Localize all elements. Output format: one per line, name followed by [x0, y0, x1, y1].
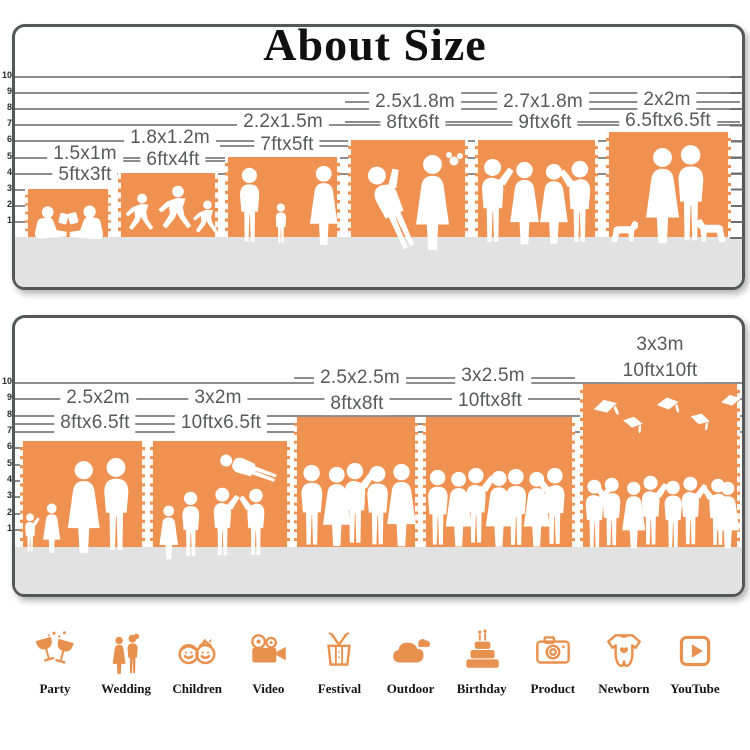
page-title: About Size	[263, 19, 487, 70]
size-label-m: 2.7x1.8m	[497, 91, 589, 113]
size-box-1-8x1-2m	[118, 173, 218, 237]
gridline	[15, 205, 29, 207]
video-icon	[251, 634, 287, 663]
gridline	[15, 221, 29, 223]
newborn-icon	[606, 634, 641, 667]
silhouette-crowd	[428, 467, 565, 547]
category-label: Children	[172, 681, 223, 696]
silhouette-friends-lifting	[159, 451, 278, 560]
size-label-ft: 8ftx6.5ft	[54, 412, 136, 434]
size-label-m: 3x2.5m	[455, 365, 531, 387]
size-label-ft: 6ftx4ft	[140, 149, 206, 171]
size-label-m: 1.5x1m	[47, 143, 123, 165]
size-label-m: 2.2x1.5m	[237, 111, 329, 133]
silhouette-couple-with-dogs	[611, 145, 726, 243]
size-label-m: 3x2m	[188, 387, 248, 409]
size-box-2-5x1-8m	[348, 140, 468, 252]
category-newborn: Newborn	[591, 628, 657, 697]
floor-strip-1	[15, 237, 742, 287]
category-label: Festival	[317, 681, 362, 696]
category-label: Wedding	[101, 681, 152, 696]
size-label-ft: 10ftx6.5ft	[174, 412, 268, 434]
size-chart-panel-1: 10 9 8 7 6 5 4 3 2 1	[2, 24, 745, 290]
silhouette-family-of-four	[25, 458, 129, 553]
size-label-m: 2.5x1.8m	[369, 91, 461, 113]
size-box-2-7x1-8m	[475, 140, 598, 245]
size-chart-panel-2: 10 9 8 7 6 5 4 3 2 1	[2, 315, 745, 597]
category-festival: Festival	[306, 628, 372, 697]
category-party: Party	[22, 628, 88, 697]
size-label-ft: 9ftx6ft	[512, 112, 578, 134]
category-row: Party Wedding Children Video	[0, 628, 750, 697]
birthday-icon	[465, 629, 499, 668]
category-video: Video	[235, 628, 301, 697]
festival-icon	[327, 632, 352, 666]
category-wedding: Wedding	[93, 628, 159, 697]
gridline	[15, 124, 742, 126]
size-box-3x2m	[150, 441, 290, 560]
floor-strip-2	[15, 547, 742, 594]
category-label: Birthday	[456, 681, 507, 696]
category-outdoor: Outdoor	[378, 628, 444, 697]
product-icon	[535, 636, 570, 664]
size-box-2x2m	[606, 132, 731, 243]
size-box-3x2-5m	[423, 417, 575, 547]
size-label-ft: 10ftx8ft	[452, 390, 528, 412]
silhouette-children-reading	[34, 205, 103, 240]
party-icon	[35, 631, 74, 664]
silhouette-kids-running	[125, 185, 218, 233]
ruler-right-ticks-1	[730, 76, 743, 239]
size-label-m: 1.8x1.2m	[124, 127, 216, 149]
size-label-ft: 8ftx8ft	[324, 393, 390, 415]
size-label-ft: 10ftx10ft	[616, 360, 704, 382]
outdoor-icon	[392, 639, 430, 663]
size-label-m: 2x2m	[637, 89, 697, 111]
size-label-ft: 5ftx3ft	[52, 164, 118, 186]
size-label-ft: 8ftx6ft	[380, 112, 446, 134]
size-label-m: 3x3m	[630, 334, 690, 356]
silhouette-graduation-crowd	[585, 392, 743, 549]
size-box-2-5x2m	[20, 441, 145, 553]
silhouette-group-standing	[301, 462, 416, 547]
youtube-icon	[679, 635, 711, 667]
category-label: YouTube	[670, 681, 720, 696]
gridline	[15, 189, 29, 191]
silhouette-wedding-couple	[363, 152, 463, 252]
size-box-1-5x1m	[25, 189, 111, 240]
category-product: Product	[520, 628, 586, 697]
size-label-ft: 7ftx5ft	[254, 134, 320, 156]
category-youtube: YouTube	[662, 628, 728, 697]
size-box-3x3m	[580, 384, 743, 549]
size-label-ft: 6.5ftx6.5ft	[619, 110, 717, 132]
category-label: Party	[39, 681, 71, 696]
silhouette-family-walking	[240, 165, 338, 245]
gridline	[15, 415, 742, 417]
wedding-icon	[112, 633, 140, 674]
size-box-2-5x2-5m	[294, 417, 418, 547]
size-box-2-2x1-5m	[225, 157, 340, 245]
category-label: Outdoor	[386, 681, 435, 696]
category-birthday: Birthday	[449, 628, 515, 697]
gridline	[15, 76, 742, 78]
category-children: Children	[164, 628, 230, 697]
silhouette-party-girls	[482, 158, 591, 245]
children-icon	[178, 638, 216, 665]
size-label-m: 2.5x2.5m	[314, 367, 406, 389]
gridline	[294, 377, 575, 379]
size-label-m: 2.5x2m	[60, 387, 136, 409]
category-label: Product	[530, 681, 576, 696]
category-label: Video	[252, 681, 285, 696]
category-label: Newborn	[598, 681, 650, 696]
